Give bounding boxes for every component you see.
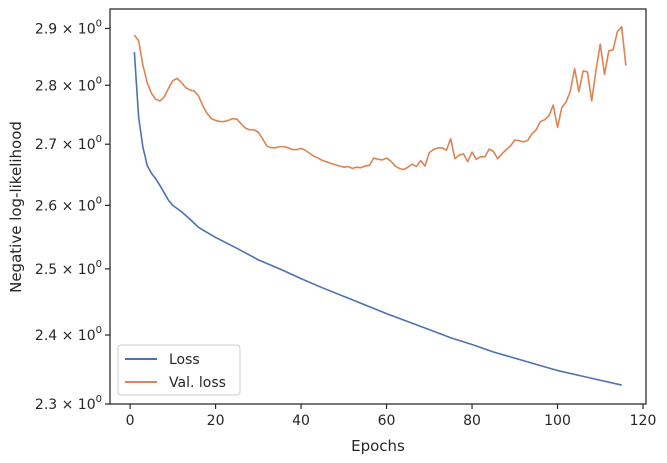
y-tick-label: 2.6 × 100 xyxy=(35,195,102,214)
x-axis-ticks: 0 20 40 60 80 100 120 xyxy=(126,404,657,429)
x-tick-label: 100 xyxy=(544,413,571,429)
legend-label-loss: Loss xyxy=(169,352,200,368)
x-axis-label: Epochs xyxy=(351,437,405,455)
series-line-val-loss xyxy=(133,25,627,171)
x-tick-label: 60 xyxy=(378,413,396,429)
y-tick-label: 2.4 × 100 xyxy=(35,325,102,344)
x-tick-label: 0 xyxy=(126,413,135,429)
x-tick-label: 80 xyxy=(463,413,481,429)
y-tick-label: 2.9 × 100 xyxy=(35,18,102,37)
x-tick-label: 20 xyxy=(207,413,225,429)
y-tick-label: 2.5 × 100 xyxy=(35,259,102,278)
plot-area xyxy=(109,8,647,405)
y-tick-label: 2.7 × 100 xyxy=(35,134,102,153)
y-tick-label: 2.8 × 100 xyxy=(35,75,102,94)
series-line-loss xyxy=(133,52,622,386)
y-axis-label: Negative log-likelihood xyxy=(7,121,25,293)
x-tick-label: 40 xyxy=(292,413,310,429)
legend-label-val-loss: Val. loss xyxy=(169,375,226,391)
series-lines xyxy=(133,25,627,386)
y-axis-ticks: 2.3 × 100 2.4 × 100 2.5 × 100 2.6 × 100 2.7 … xyxy=(35,18,110,413)
y-tick-label: 2.3 × 100 xyxy=(35,394,102,413)
legend: Loss Val. loss xyxy=(117,344,241,396)
x-tick-label: 120 xyxy=(630,413,657,429)
